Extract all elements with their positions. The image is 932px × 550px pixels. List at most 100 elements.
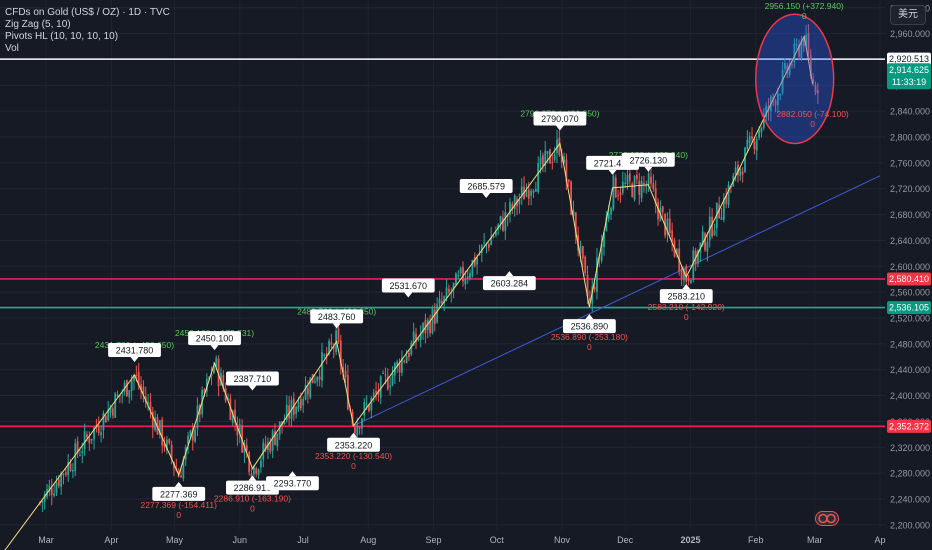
candle-body (509, 202, 511, 215)
candle-body (72, 469, 74, 472)
horizontal-lines (0, 58, 885, 428)
candle-body (97, 425, 100, 434)
candle-body (683, 268, 685, 281)
candle-body (50, 488, 53, 496)
candle-body (405, 355, 408, 364)
candle-body (351, 411, 354, 425)
candle-body (222, 375, 225, 389)
zigzag-label: 2536.890 (-253.180) (551, 332, 628, 342)
candle-body (250, 473, 253, 478)
zigzag-label: 2286.910 (-163.190) (214, 494, 291, 504)
candle-body (88, 438, 91, 444)
zigzag-label: 2956.150 (+372.940) (765, 1, 844, 11)
candle-body (408, 352, 410, 358)
candle-body (506, 214, 509, 217)
indicator-volume[interactable]: Vol (5, 43, 19, 54)
pivot-pointer (482, 192, 491, 198)
y-tick-label: 2,600.000 (890, 262, 930, 272)
candle-body (795, 44, 798, 46)
pivot-pointer (585, 314, 594, 320)
candle-body (288, 405, 290, 419)
candle-body (671, 230, 674, 242)
candle-body (213, 366, 215, 374)
candle-body (725, 195, 728, 204)
candle-body (647, 173, 650, 185)
candle-body (398, 362, 401, 373)
candle-body (309, 377, 312, 398)
candle-body (158, 420, 161, 435)
pivot-labels: 2431.780 2450.100 2387.710 2483.760 2531.670… (108, 111, 713, 501)
candle-body (210, 374, 213, 376)
candle-body (628, 173, 631, 182)
tradingview-logo-icon[interactable] (815, 511, 839, 526)
candle-body (173, 462, 175, 469)
candle-body (220, 372, 222, 386)
candle-body (579, 245, 582, 254)
candle-body (525, 190, 528, 197)
pivot-box (266, 476, 319, 491)
candle-body (86, 434, 88, 438)
candle-body (90, 438, 93, 441)
candle-body (379, 376, 382, 398)
candle-body (417, 338, 420, 340)
candle-body (116, 394, 119, 397)
candle-body (151, 411, 154, 428)
candle-body (631, 183, 634, 198)
candle-body (335, 330, 337, 352)
candle-body (661, 206, 664, 213)
zigzag-bar-count: 0 (802, 11, 807, 21)
candle-body (492, 236, 495, 238)
pivot-pointer (288, 471, 297, 477)
pivot-label: 2450.100 (196, 334, 234, 344)
candle-body (260, 460, 262, 468)
x-tick-label: 2025 (680, 535, 700, 545)
candle-body (744, 147, 746, 173)
candle-body (704, 233, 706, 251)
price-tag-text: 2,352.372 (889, 421, 929, 431)
candle-body (429, 320, 431, 334)
candle-body (466, 276, 469, 279)
candle-body (403, 360, 406, 362)
candle-body (166, 439, 168, 450)
zigzag-label: 2583.210 (-142.920) (648, 302, 725, 312)
y-tick-label: 2,480.000 (890, 339, 930, 349)
zigzag-bar-count: 0 (176, 510, 181, 520)
candle-body (753, 141, 756, 150)
candle-body (807, 33, 810, 56)
pivot-box (482, 276, 536, 291)
candle-body (140, 384, 142, 390)
candle-body (567, 179, 570, 183)
candle-body (812, 79, 815, 83)
candle-body (544, 150, 547, 167)
candle-body (570, 181, 572, 215)
candle-body (121, 392, 124, 394)
indicator-pivots[interactable]: Pivots HL (10, 10, 10, 10) (5, 31, 119, 42)
x-tick-label: Ap (874, 535, 885, 545)
candle-body (607, 213, 610, 220)
candle-body (314, 381, 316, 383)
candle-body (791, 64, 793, 66)
candle-body (81, 451, 84, 454)
indicator-zigzag[interactable]: Zig Zag (5, 10) (5, 19, 71, 30)
y-tick-label: 2,560.000 (890, 288, 930, 298)
candle-body (537, 163, 540, 192)
pivot-box (310, 309, 364, 324)
symbol-title[interactable]: CFDs on Gold (US$ / OZ) · 1D · TVC (5, 7, 170, 18)
candle-body (48, 485, 51, 492)
candle-body (593, 287, 596, 290)
candle-body (539, 157, 542, 165)
y-tick-label: 2,320.000 (890, 443, 930, 453)
candle-body (469, 273, 471, 278)
x-tick-label: Feb (748, 535, 764, 545)
candle-body (194, 429, 196, 442)
candle-body (269, 442, 272, 452)
currency-button[interactable]: 美元 (890, 5, 926, 25)
candle-body (443, 296, 446, 303)
candle-body (556, 139, 558, 153)
candle-body (41, 501, 44, 503)
candle-body (69, 463, 72, 471)
candle-body (358, 427, 361, 429)
candle-body (339, 340, 342, 367)
pivot-pointer (130, 357, 139, 363)
